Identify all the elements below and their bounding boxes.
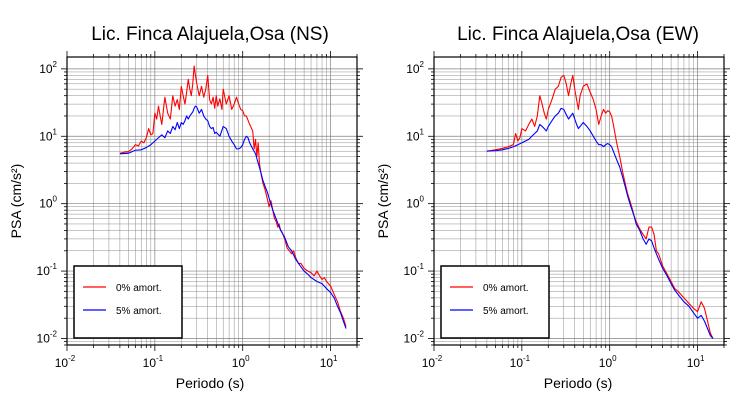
y-tick-label: 102 bbox=[39, 60, 57, 76]
y-tick-label: 100 bbox=[39, 195, 57, 211]
chart-panel-ns: Lic. Finca Alajuela,Osa (NS) 10-2 10-1 100… bbox=[8, 24, 363, 391]
plot-lines bbox=[486, 74, 714, 339]
plot-frame bbox=[66, 56, 358, 346]
x-axis-label: Periodo (s) bbox=[176, 375, 244, 391]
y-tick-label: 101 bbox=[406, 127, 424, 143]
series-line-0 bbox=[119, 65, 347, 327]
y-tick-label: 100 bbox=[406, 195, 424, 211]
x-tick-label: 100 bbox=[232, 354, 250, 370]
legend-label-1: 5% amort. bbox=[116, 306, 162, 317]
grid bbox=[66, 57, 358, 346]
legend-box bbox=[440, 265, 550, 339]
y-axis-label: PSA (cm/s²) bbox=[8, 164, 24, 239]
plot-frame bbox=[433, 56, 725, 346]
chart-panel-ew: Lic. Finca Alajuela,Osa (EW) 10-2 10-1 100… bbox=[375, 24, 730, 391]
legend-box bbox=[73, 265, 183, 339]
tick-labels: 10-2 10-1 100 101 10-2 10-1 100 101 102 bbox=[37, 60, 339, 370]
x-tick-label: 10-1 bbox=[510, 354, 531, 370]
x-tick-label: 10-1 bbox=[143, 354, 164, 370]
tick-labels: 10-2 10-1 100 101 10-2 10-1 100 101 102 bbox=[404, 60, 706, 370]
x-tick-label: 10-2 bbox=[422, 354, 443, 370]
legend: 0% amort. 5% amort. bbox=[73, 265, 183, 339]
legend: 0% amort. 5% amort. bbox=[440, 265, 550, 339]
x-tick-label: 100 bbox=[599, 354, 617, 370]
y-tick-label: 10-1 bbox=[404, 262, 425, 278]
y-tick-label: 102 bbox=[406, 60, 424, 76]
legend-label-0: 0% amort. bbox=[483, 283, 529, 294]
legend-label-1: 5% amort. bbox=[483, 306, 529, 317]
x-tick-label: 10-2 bbox=[55, 354, 76, 370]
y-tick-label: 10-2 bbox=[404, 330, 425, 346]
y-tick-label: 10-1 bbox=[37, 262, 58, 278]
x-axis-label: Periodo (s) bbox=[544, 375, 612, 391]
chart-title: Lic. Finca Alajuela,Osa (EW) bbox=[457, 24, 699, 45]
plot-lines bbox=[119, 65, 347, 329]
x-tick-label: 101 bbox=[687, 354, 705, 370]
series-line-1 bbox=[486, 107, 714, 339]
series-line-0 bbox=[486, 74, 714, 339]
y-tick-label: 101 bbox=[39, 127, 57, 143]
x-tick-label: 101 bbox=[320, 354, 338, 370]
y-tick-label: 10-2 bbox=[37, 330, 58, 346]
y-axis-label: PSA (cm/s²) bbox=[375, 164, 391, 239]
grid bbox=[433, 57, 725, 346]
chart-title: Lic. Finca Alajuela,Osa (NS) bbox=[91, 24, 329, 45]
legend-label-0: 0% amort. bbox=[116, 283, 162, 294]
series-line-1 bbox=[119, 105, 347, 329]
